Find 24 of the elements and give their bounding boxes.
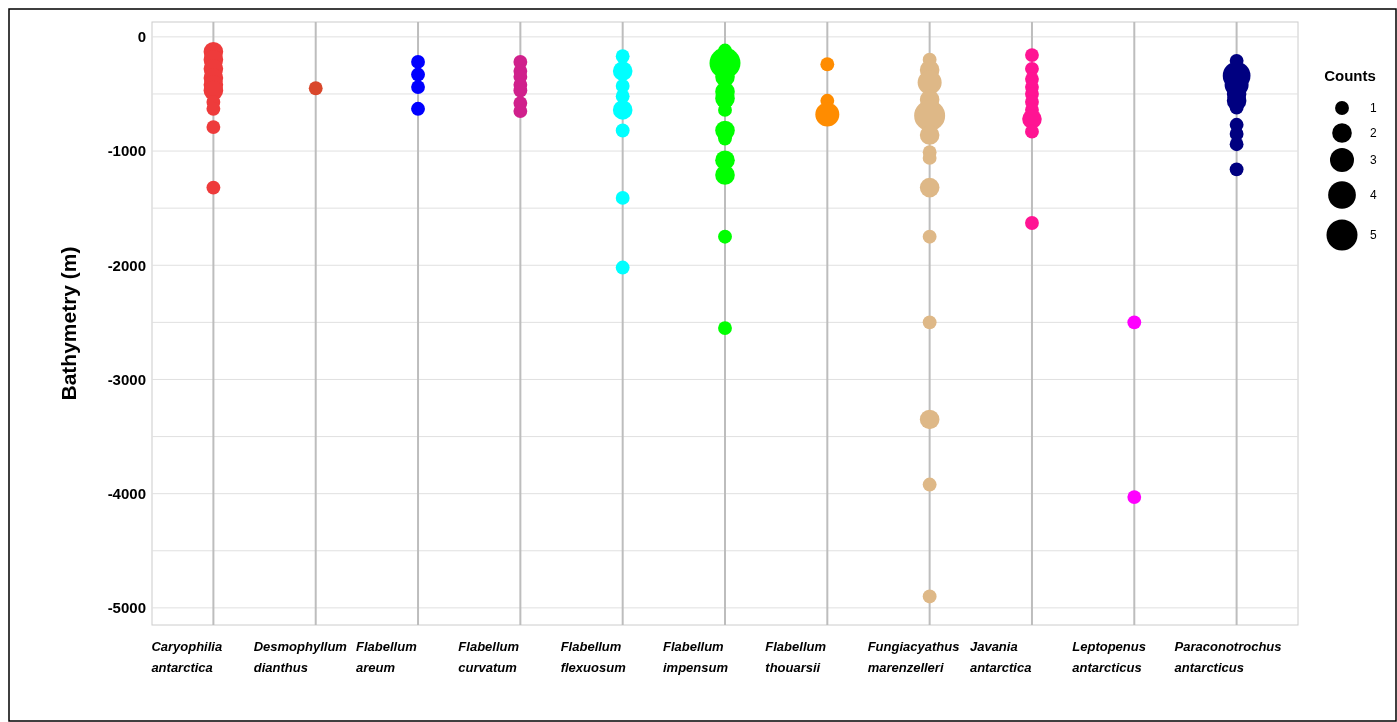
- legend-label: 5: [1370, 228, 1377, 243]
- legend-label: 1: [1370, 101, 1377, 116]
- x-tick-label: Caryophilia antarctica: [151, 639, 223, 675]
- x-tick-label: Javania antarctica: [969, 639, 1032, 675]
- y-axis-title: Bathymetry (m): [57, 246, 80, 401]
- y-tick-label: -1000: [107, 142, 146, 160]
- y-tick-label: 0: [137, 28, 146, 46]
- x-tick-label: Flabellum impensum: [663, 639, 729, 675]
- x-tick-label: Flabellum curvatum: [458, 639, 520, 675]
- y-tick-label: -2000: [107, 256, 146, 274]
- legend-label: 2: [1370, 126, 1377, 141]
- x-tick-label: Paraconotrochus antarcticus: [1174, 639, 1282, 675]
- x-tick-label: Flabellum thouarsii: [765, 639, 827, 675]
- legend-label: 4: [1370, 188, 1377, 203]
- x-tick-label: Leptopenus antarcticus: [1072, 639, 1146, 675]
- x-tick-label: Desmophyllum dianthus: [253, 639, 348, 675]
- x-tick-label: Flabellum areum: [356, 639, 418, 675]
- x-tick-label: Fungiacyathus marenzelleri: [867, 639, 960, 675]
- y-tick-label: -4000: [107, 484, 146, 502]
- y-tick-label: -5000: [107, 599, 146, 617]
- x-tick-label: Flabellum flexuosum: [560, 639, 627, 675]
- y-tick-label: -3000: [107, 370, 146, 388]
- legend-title: Counts: [1324, 67, 1376, 84]
- legend-label: 3: [1370, 153, 1377, 168]
